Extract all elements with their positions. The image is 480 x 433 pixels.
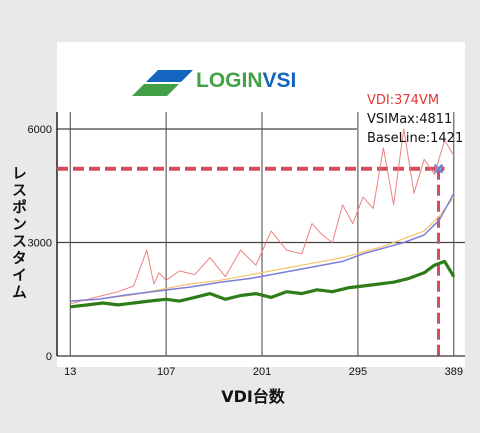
vsimax-annotation: VSIMax:4811 xyxy=(367,112,452,127)
y-tick-label-1: 3000 xyxy=(28,238,52,250)
x-tick-label-0: 13 xyxy=(64,366,76,378)
grid-layer xyxy=(56,112,465,357)
loginvsi-logo: LOGINVSI xyxy=(132,69,296,96)
series-line-2 xyxy=(70,192,455,302)
x-axis-label: VDI台数 xyxy=(221,387,286,406)
logo-text-vsi: VSI xyxy=(263,69,297,92)
chart-panel xyxy=(57,42,465,367)
series-layer xyxy=(70,128,456,309)
series-line-3 xyxy=(70,259,456,309)
x-tick-label-3: 295 xyxy=(349,366,367,378)
y-tick-label-2: 6000 xyxy=(28,124,52,136)
x-tick-label-4: 389 xyxy=(445,366,463,378)
logo-text-login: LOGIN xyxy=(196,69,263,92)
tick-layer: 0 3000 6000 13 107 201 295 389 xyxy=(28,124,463,378)
logo-stripe-blue xyxy=(146,70,193,82)
baseline-annotation: BaseLine:1421 xyxy=(367,131,463,146)
y-axis-label: レスポンスタイム xyxy=(10,165,28,301)
logo-stripe-green xyxy=(132,84,179,96)
series-line-0 xyxy=(70,128,455,305)
x-tick-label-2: 201 xyxy=(253,366,271,378)
svg-text:LOGINVSI: LOGINVSI xyxy=(196,69,296,92)
y-tick-label-0: 0 xyxy=(46,351,52,363)
x-tick-label-1: 107 xyxy=(157,366,175,378)
vdi-count-annotation: VDI:374VM xyxy=(367,93,439,108)
